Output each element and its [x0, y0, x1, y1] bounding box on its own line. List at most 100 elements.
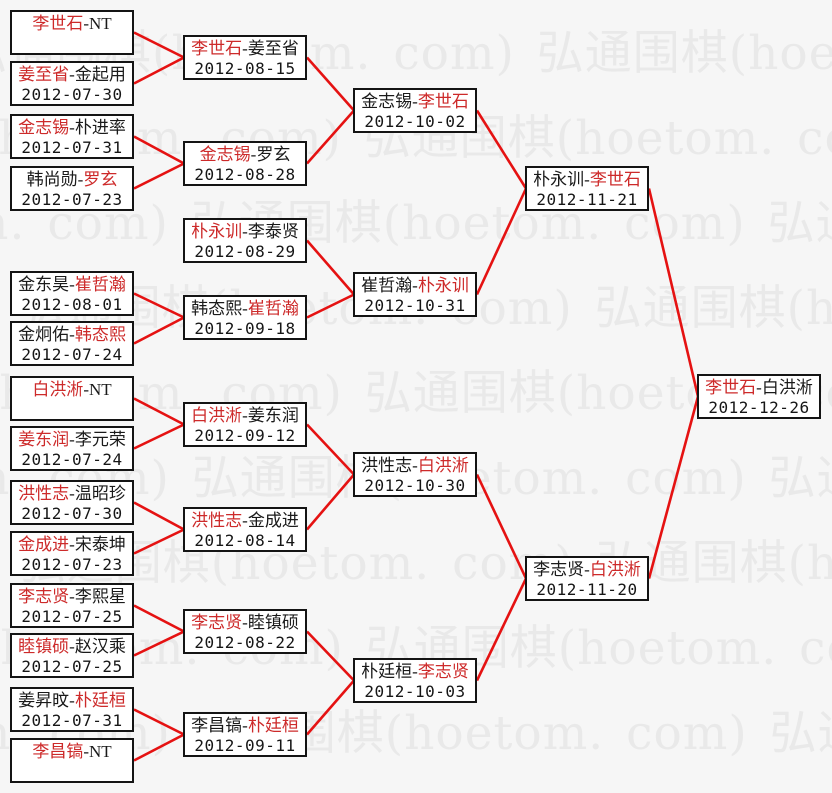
match-box: 朴廷桓-李志贤 2012-10-03 — [353, 658, 477, 703]
player-name: 李志贤 — [417, 662, 469, 681]
player-name: 洪性志 — [18, 484, 70, 503]
match-players: 韩态熙-崔哲瀚 — [185, 299, 305, 319]
match-box: 金炯佑-韩态熙 2012-07-24 — [10, 321, 134, 366]
player-name: NT — [89, 14, 112, 33]
bracket-connector-line — [133, 708, 185, 736]
match-box: 朴永训-李世石 2012-11-21 — [525, 166, 649, 211]
match-box: 金东昊-崔哲瀚 2012-08-01 — [10, 271, 134, 316]
match-players: 姜东润-李元荣 — [12, 430, 132, 450]
player-name: 韩态熙 — [191, 299, 243, 318]
bracket-connector-line — [133, 292, 185, 319]
match-date: 2012-10-30 — [364, 476, 466, 495]
match-date: 2012-10-31 — [364, 296, 466, 315]
match-date: 2012-10-03 — [364, 682, 466, 701]
match-players: 朴永训-李世石 — [527, 170, 647, 190]
player-name: 姜东润 — [247, 406, 299, 425]
name-separator: - — [69, 325, 75, 344]
match-box: 李昌镐-NT — [10, 738, 134, 783]
match-date: 2012-07-30 — [21, 504, 123, 523]
match-players: 金志锡-罗玄 — [185, 145, 305, 165]
player-name: 朴廷桓 — [247, 716, 299, 735]
player-name: 宋泰坤 — [74, 535, 126, 554]
match-players: 金成进-宋泰坤 — [12, 535, 132, 555]
bracket-connector-line — [475, 187, 528, 296]
match-box: 朴永训-李泰贤 2012-08-29 — [183, 218, 307, 263]
player-name: 罗玄 — [256, 145, 291, 164]
bracket-connector-line — [133, 604, 185, 633]
player-name: 李世石 — [589, 170, 641, 189]
player-name: 李世石 — [417, 92, 469, 111]
name-separator: - — [69, 118, 75, 137]
bracket-connector-line — [475, 577, 528, 682]
match-box: 李昌镐-朴廷桓 2012-09-11 — [183, 712, 307, 757]
player-name: 李世石 — [191, 39, 243, 58]
player-name: 朴永训 — [533, 170, 585, 189]
match-date: 2012-10-02 — [364, 112, 466, 131]
name-separator: - — [242, 406, 248, 425]
match-players: 李志贤-睦镇硕 — [185, 613, 305, 633]
match-box: 崔哲瀚-朴永训 2012-10-31 — [353, 272, 477, 317]
bracket-connector-line — [647, 188, 700, 397]
player-name: 洪性志 — [191, 511, 243, 530]
player-name: 李昌镐 — [32, 742, 84, 761]
player-name: 姜东润 — [18, 430, 70, 449]
name-separator: - — [412, 662, 418, 681]
match-players: 李世石-姜至省 — [185, 39, 305, 59]
watermark-text: 弘通围棋(hoetom. com) 弘通围棋(hoetom. com) 弘通围棋… — [0, 196, 832, 251]
match-box: 金志锡-李世石 2012-10-02 — [353, 88, 477, 133]
match-box: 洪性志-温昭珍 2012-07-30 — [10, 480, 134, 525]
match-players: 崔哲瀚-朴永训 — [355, 276, 475, 296]
bracket-connector-line — [475, 109, 528, 190]
name-separator: - — [69, 65, 75, 84]
match-players: 姜昇旼-朴廷桓 — [12, 691, 132, 711]
player-name: 李志贤 — [18, 587, 70, 606]
watermark-text: 弘通围棋(hoetom. com) 弘通围棋(hoetom. com) 弘通围棋… — [0, 779, 832, 793]
bracket-connector-line — [133, 423, 185, 450]
bracket-connector-line — [133, 162, 185, 190]
player-name: 赵汉乘 — [74, 637, 126, 656]
bracket-connector-line — [133, 31, 185, 59]
bracket-connector-line — [306, 239, 355, 296]
match-players: 李志贤-白洪淅 — [527, 560, 647, 580]
match-players: 李世石-白洪淅 — [699, 378, 819, 398]
player-name: 李世石 — [705, 378, 757, 397]
player-name: 金起用 — [74, 65, 126, 84]
player-name: 金炯佑 — [18, 325, 70, 344]
name-separator: - — [242, 39, 248, 58]
player-name: 姜至省 — [247, 39, 299, 58]
match-date: 2012-08-14 — [194, 531, 296, 550]
name-separator: - — [69, 535, 75, 554]
match-date: 2012-07-25 — [21, 607, 123, 626]
match-date: 2012-08-15 — [194, 59, 296, 78]
bracket-connector-line — [306, 293, 355, 319]
player-name: 罗玄 — [83, 170, 118, 189]
match-date: 2012-08-01 — [21, 295, 123, 314]
player-name: NT — [89, 380, 112, 399]
match-players: 姜至省-金起用 — [12, 65, 132, 85]
match-box: 姜至省-金起用 2012-07-30 — [10, 61, 134, 106]
match-players: 睦镇硕-赵汉乘 — [12, 637, 132, 657]
match-date: 2012-07-24 — [21, 345, 123, 364]
bracket-connector-line — [133, 56, 185, 85]
match-box: 李世石-NT — [10, 10, 134, 55]
match-date: 2012-09-18 — [194, 319, 296, 338]
match-box: 李志贤-睦镇硕 2012-08-22 — [183, 609, 307, 654]
match-box: 李志贤-白洪淅 2012-11-20 — [525, 556, 649, 601]
match-players: 洪性志-温昭珍 — [12, 484, 132, 504]
match-box: 睦镇硕-赵汉乘 2012-07-25 — [10, 633, 134, 678]
player-name: 韩态熙 — [74, 325, 126, 344]
player-name: 韩尚勋 — [26, 170, 78, 189]
player-name: 崔哲瀚 — [247, 299, 299, 318]
match-players: 李志贤-李熙星 — [12, 587, 132, 607]
player-name: 朴进率 — [74, 118, 126, 137]
player-name: 睦镇硕 — [247, 613, 299, 632]
name-separator: - — [69, 691, 75, 710]
match-date: 2012-12-26 — [708, 398, 810, 417]
player-name: 白洪淅 — [32, 380, 84, 399]
player-name: 金志锡 — [199, 145, 251, 164]
bracket-connector-line — [306, 473, 355, 531]
bracket-connector-line — [133, 316, 185, 345]
match-date: 2012-08-22 — [194, 633, 296, 652]
name-separator: - — [412, 276, 418, 295]
match-players: 金志锡-朴进率 — [12, 118, 132, 138]
